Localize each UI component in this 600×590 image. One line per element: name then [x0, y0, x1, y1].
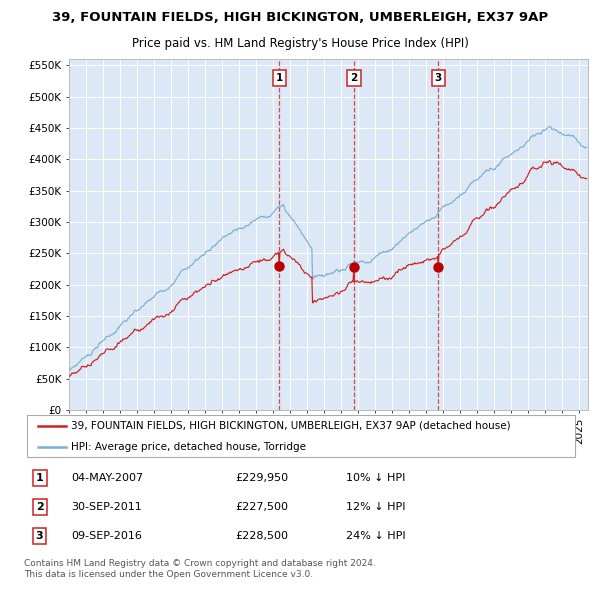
Text: Contains HM Land Registry data © Crown copyright and database right 2024.
This d: Contains HM Land Registry data © Crown c…: [24, 559, 376, 579]
Text: 24% ↓ HPI: 24% ↓ HPI: [346, 531, 406, 541]
Text: 3: 3: [434, 73, 442, 83]
Text: 39, FOUNTAIN FIELDS, HIGH BICKINGTON, UMBERLEIGH, EX37 9AP (detached house): 39, FOUNTAIN FIELDS, HIGH BICKINGTON, UM…: [71, 421, 511, 431]
Text: £228,500: £228,500: [235, 531, 288, 541]
Text: 30-SEP-2011: 30-SEP-2011: [71, 502, 142, 512]
Text: 3: 3: [36, 531, 43, 541]
Text: 12% ↓ HPI: 12% ↓ HPI: [346, 502, 406, 512]
Text: 2: 2: [35, 502, 43, 512]
Text: 39, FOUNTAIN FIELDS, HIGH BICKINGTON, UMBERLEIGH, EX37 9AP: 39, FOUNTAIN FIELDS, HIGH BICKINGTON, UM…: [52, 11, 548, 24]
Text: 04-MAY-2007: 04-MAY-2007: [71, 473, 143, 483]
Text: 2: 2: [350, 73, 358, 83]
FancyBboxPatch shape: [27, 415, 575, 457]
Text: 10% ↓ HPI: 10% ↓ HPI: [346, 473, 405, 483]
Text: Price paid vs. HM Land Registry's House Price Index (HPI): Price paid vs. HM Land Registry's House …: [131, 38, 469, 51]
Text: 1: 1: [275, 73, 283, 83]
Text: 09-SEP-2016: 09-SEP-2016: [71, 531, 142, 541]
Text: HPI: Average price, detached house, Torridge: HPI: Average price, detached house, Torr…: [71, 442, 306, 452]
Text: 1: 1: [35, 473, 43, 483]
Text: £227,500: £227,500: [235, 502, 288, 512]
Text: £229,950: £229,950: [235, 473, 288, 483]
